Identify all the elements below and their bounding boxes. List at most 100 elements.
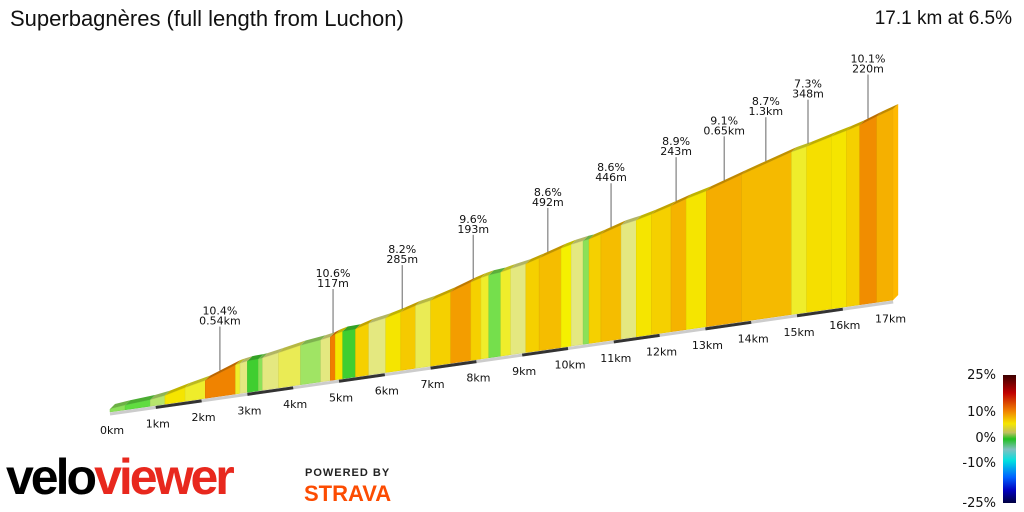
segment-top-face [686, 186, 712, 200]
segment-39 [670, 198, 687, 333]
segment-top-face [876, 103, 899, 117]
segment-7 [239, 360, 248, 394]
legend-label: -10% [962, 456, 996, 471]
segment-37 [635, 214, 652, 338]
segment-top-face [510, 258, 531, 269]
segment-27 [500, 268, 511, 357]
segment-47 [859, 116, 877, 306]
segment-35 [600, 224, 622, 343]
km-band [705, 320, 752, 331]
segment-top-face [571, 235, 589, 245]
km-band [796, 307, 844, 318]
segment-13 [320, 336, 331, 383]
segment-38 [651, 205, 672, 335]
segment-32 [570, 240, 584, 347]
segment-top-face [185, 375, 211, 388]
km-band [247, 386, 294, 396]
segment-top-face [741, 147, 797, 175]
segment-top-face [846, 120, 865, 131]
annotation-grade: 10.4% [202, 305, 237, 318]
annotation-grade: 8.7% [752, 95, 780, 108]
km-band [155, 399, 202, 409]
segment-41 [706, 174, 742, 328]
annotation-grade: 10.1% [851, 53, 886, 66]
segment-44 [806, 136, 832, 313]
segment-top-face [621, 215, 642, 226]
annotation-length: 193m [457, 223, 489, 236]
segment-top-face [500, 263, 516, 273]
segment-top-face [415, 295, 436, 306]
x-tick-label: 13km [692, 339, 723, 352]
segment-top-face [240, 356, 253, 364]
segment-top-face [470, 272, 486, 283]
segment-top-face [335, 326, 348, 335]
segment-top-face [791, 141, 812, 153]
segment-top-face [300, 335, 326, 346]
base-line [109, 300, 894, 416]
segment-top-face [368, 313, 391, 324]
segment-top-face [330, 329, 341, 338]
x-tick-label: 2km [192, 411, 216, 424]
segment-top-face [525, 253, 545, 264]
segment-top-face [651, 201, 677, 215]
segment-top-face [262, 347, 284, 359]
segment-15 [335, 331, 343, 381]
km-band [613, 333, 660, 344]
segment-top-face [488, 267, 506, 276]
segment-top-face [150, 390, 170, 400]
annotation-length: 348m [792, 88, 824, 101]
km-band [521, 347, 569, 357]
x-tick-label: 7km [421, 378, 445, 391]
profile-end-face [893, 103, 899, 300]
segment-top-face [583, 234, 595, 241]
legend-label: 25% [967, 368, 996, 383]
segment-top-face [859, 111, 882, 126]
segment-48 [876, 108, 894, 303]
segment-23 [450, 281, 472, 364]
segment-16 [342, 328, 356, 380]
segment-43 [791, 146, 807, 315]
segment-46 [846, 124, 860, 307]
annotation-grade: 10.6% [316, 267, 351, 280]
annotation-length: 446m [595, 171, 627, 184]
segment-29 [525, 257, 540, 353]
segment-12 [300, 339, 321, 386]
segment-9 [258, 357, 263, 392]
segment-top-face [450, 277, 476, 293]
x-tick-label: 14km [738, 332, 769, 345]
annotation-grade: 8.9% [662, 135, 690, 148]
segment-17 [355, 323, 370, 378]
grade-color-legend [1003, 375, 1016, 503]
segment-10 [262, 352, 279, 391]
annotation-grade: 9.1% [710, 114, 738, 127]
segment-21 [415, 300, 431, 369]
segment-top-face [539, 243, 567, 259]
segment-11 [278, 345, 301, 389]
segment-31 [560, 244, 572, 348]
segment-36 [620, 220, 637, 340]
segment-top-face [205, 360, 241, 381]
annotation-grade: 7.3% [794, 78, 822, 91]
annotation-length: 1.3km [749, 105, 784, 118]
x-tick-label: 12km [646, 345, 677, 358]
powered-by-label: POWERED BY [305, 467, 391, 479]
legend-label: 0% [975, 431, 996, 446]
x-tick-label: 0km [100, 424, 124, 437]
segment-30 [538, 248, 562, 351]
x-tick-label: 4km [283, 398, 307, 411]
annotation-length: 220m [852, 63, 884, 76]
annotation-grade: 8.6% [597, 161, 625, 174]
segment-top-face [258, 353, 268, 360]
segment-8 [247, 358, 259, 393]
segment-top-face [636, 209, 657, 221]
segment-top-face [164, 382, 191, 396]
segment-top-face [247, 354, 264, 362]
segment-top-face [600, 220, 627, 235]
annotation-grade: 8.6% [534, 186, 562, 199]
km-band [430, 360, 477, 370]
annotation-length: 492m [532, 196, 564, 209]
x-tick-label: 6km [375, 385, 399, 398]
annotation-grade: 9.6% [459, 213, 487, 226]
annotation-length: 117m [317, 277, 349, 290]
